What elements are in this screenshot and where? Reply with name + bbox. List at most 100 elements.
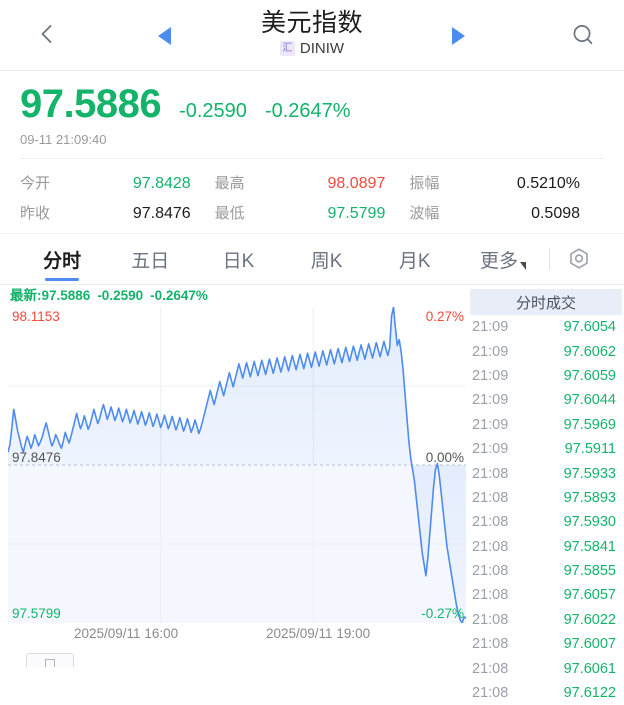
tab-five-day[interactable]: 五日 xyxy=(131,250,170,272)
trade-price: 97.5855 xyxy=(563,563,616,580)
trade-time: 21:08 xyxy=(472,636,509,653)
triangle-right-icon xyxy=(452,27,465,45)
trade-price: 97.6054 xyxy=(563,319,616,336)
chart-latest-price: 97.5886 xyxy=(41,288,91,303)
stat-range: 波幅 0.5098 xyxy=(409,202,604,223)
trade-price: 97.5930 xyxy=(563,514,616,531)
axis-percent-low: -0.27% xyxy=(421,606,464,621)
intraday-chart[interactable]: 98.1153 97.8476 97.5799 0.27% 0.00% -0.2… xyxy=(8,307,466,623)
tab-more-label: 更多 xyxy=(479,250,518,272)
trade-time: 21:08 xyxy=(472,587,509,604)
tab-intraday[interactable]: 分时 xyxy=(18,234,106,284)
tab-daily-k[interactable]: 日K xyxy=(222,250,255,272)
previous-symbol-button[interactable] xyxy=(158,27,171,45)
trade-price: 97.5933 xyxy=(563,465,616,482)
trade-row: 21:09 97.6054 xyxy=(466,315,624,339)
trade-row: 21:08 97.5893 xyxy=(466,486,624,510)
trade-row: 21:08 97.6007 xyxy=(466,632,624,656)
trade-time: 21:09 xyxy=(472,416,509,433)
trade-price: 97.6022 xyxy=(563,611,616,628)
back-button[interactable] xyxy=(34,21,60,47)
hexagon-settings-icon xyxy=(570,248,588,269)
search-button[interactable] xyxy=(570,22,596,48)
price-change-percent: -0.2647% xyxy=(264,100,351,122)
stat-low: 最低 97.5799 xyxy=(215,202,410,223)
stat-value: 98.0897 xyxy=(327,174,386,192)
trade-row: 21:08 97.6057 xyxy=(466,583,624,607)
stat-label: 昨收 xyxy=(20,204,51,222)
chart-canvas xyxy=(8,307,466,623)
trades-list[interactable]: 21:09 97.6054 21:09 97.6062 21:09 97.6059 21:0… xyxy=(466,315,624,705)
search-icon xyxy=(573,25,593,45)
axis-label-baseline: 97.8476 xyxy=(12,450,61,465)
tab-monthly-k[interactable]: 月K xyxy=(398,250,431,272)
chart-latest-line: 最新:97.5886 -0.2590 -0.2647% xyxy=(0,285,466,307)
trade-time: 21:08 xyxy=(472,685,509,702)
chart-and-trades: 最新:97.5886 -0.2590 -0.2647% 98.1153 97.847… xyxy=(0,285,624,701)
axis-percent-high: 0.27% xyxy=(425,309,464,324)
tab-divider xyxy=(549,248,551,270)
stat-prev-close: 昨收 97.8476 xyxy=(20,202,215,223)
stat-high: 最高 98.0897 xyxy=(215,172,410,193)
fx-badge-icon: 汇 xyxy=(279,41,295,56)
chart-time-axis: 2025/09/11 16:00 2025/09/11 19:00 xyxy=(8,623,466,647)
trade-price: 97.6122 xyxy=(563,685,616,702)
trade-price: 97.6061 xyxy=(563,660,616,677)
trade-time: 21:08 xyxy=(472,611,509,628)
chart-indicator-button[interactable] xyxy=(26,653,74,667)
trade-time: 21:08 xyxy=(472,563,509,580)
trade-price: 97.5893 xyxy=(563,489,616,506)
trade-row: 21:09 97.6044 xyxy=(466,388,624,412)
symbol-code: DINIW xyxy=(299,40,345,57)
stat-value: 0.5098 xyxy=(531,204,581,222)
chart-indicator-icon xyxy=(45,659,55,667)
next-symbol-button[interactable] xyxy=(452,27,465,45)
trades-panel-header: 分时成交 xyxy=(470,289,622,315)
trade-row: 21:08 97.6122 xyxy=(466,681,624,705)
trade-time: 21:09 xyxy=(472,392,509,409)
trade-row: 21:09 97.6062 xyxy=(466,339,624,363)
chart-footer xyxy=(8,647,466,667)
stat-value: 97.5799 xyxy=(327,204,386,222)
chart-latest-prefix: 最新: xyxy=(10,288,42,303)
trade-time: 21:08 xyxy=(472,538,509,555)
stat-label: 最低 xyxy=(214,204,245,222)
trade-row: 21:09 97.5969 xyxy=(466,413,624,437)
trade-time: 21:08 xyxy=(472,514,509,531)
trade-time: 21:09 xyxy=(472,441,509,458)
trade-price: 97.6057 xyxy=(563,587,616,604)
stat-label: 振幅 xyxy=(409,174,440,192)
quote-row: 97.5886 -0.2590 -0.2647% xyxy=(20,81,604,127)
triangle-left-icon xyxy=(158,27,171,45)
stats-table: 今开 97.8428 最高 98.0897 振幅 0.5210% 昨收 97.8… xyxy=(20,158,604,227)
tab-more[interactable]: 更多 xyxy=(459,234,547,284)
trade-row: 21:08 97.5933 xyxy=(466,461,624,485)
stat-value: 0.5210% xyxy=(516,174,581,192)
axis-percent-baseline: 0.00% xyxy=(425,450,464,465)
chevron-down-icon xyxy=(519,262,526,270)
axis-label-low: 97.5799 xyxy=(12,606,61,621)
trade-price: 97.6007 xyxy=(563,636,616,653)
trade-price: 97.6059 xyxy=(563,367,616,384)
chart-settings-button[interactable] xyxy=(552,246,606,272)
page-title: 美元指数 xyxy=(260,9,363,37)
symbol-line: 汇 DINIW xyxy=(0,39,624,58)
trade-row: 21:08 97.5930 xyxy=(466,510,624,534)
stat-amplitude: 振幅 0.5210% xyxy=(409,172,604,193)
title-block: 美元指数 汇 DINIW xyxy=(0,8,624,58)
trade-price: 97.5969 xyxy=(563,416,616,433)
chart-latest-change: -0.2590 xyxy=(97,288,144,303)
axis-label-high: 98.1153 xyxy=(12,309,60,324)
quote-block: 97.5886 -0.2590 -0.2647% 09-11 21:09:40 xyxy=(0,71,624,148)
trade-time: 21:08 xyxy=(472,489,509,506)
price-change: -0.2590 xyxy=(179,100,247,122)
tab-weekly-k[interactable]: 周K xyxy=(310,250,343,272)
stats-row: 今开 97.8428 最高 98.0897 振幅 0.5210% xyxy=(20,167,604,197)
x-tick-label: 2025/09/11 19:00 xyxy=(266,626,371,641)
chart-latest-percent: -0.2647% xyxy=(150,288,208,303)
trade-price: 97.5841 xyxy=(563,538,616,555)
trade-price: 97.6062 xyxy=(563,343,616,360)
trade-row: 21:09 97.5911 xyxy=(466,437,624,461)
trade-row: 21:09 97.6059 xyxy=(466,364,624,388)
top-navigation-bar: 美元指数 汇 DINIW xyxy=(0,0,624,71)
